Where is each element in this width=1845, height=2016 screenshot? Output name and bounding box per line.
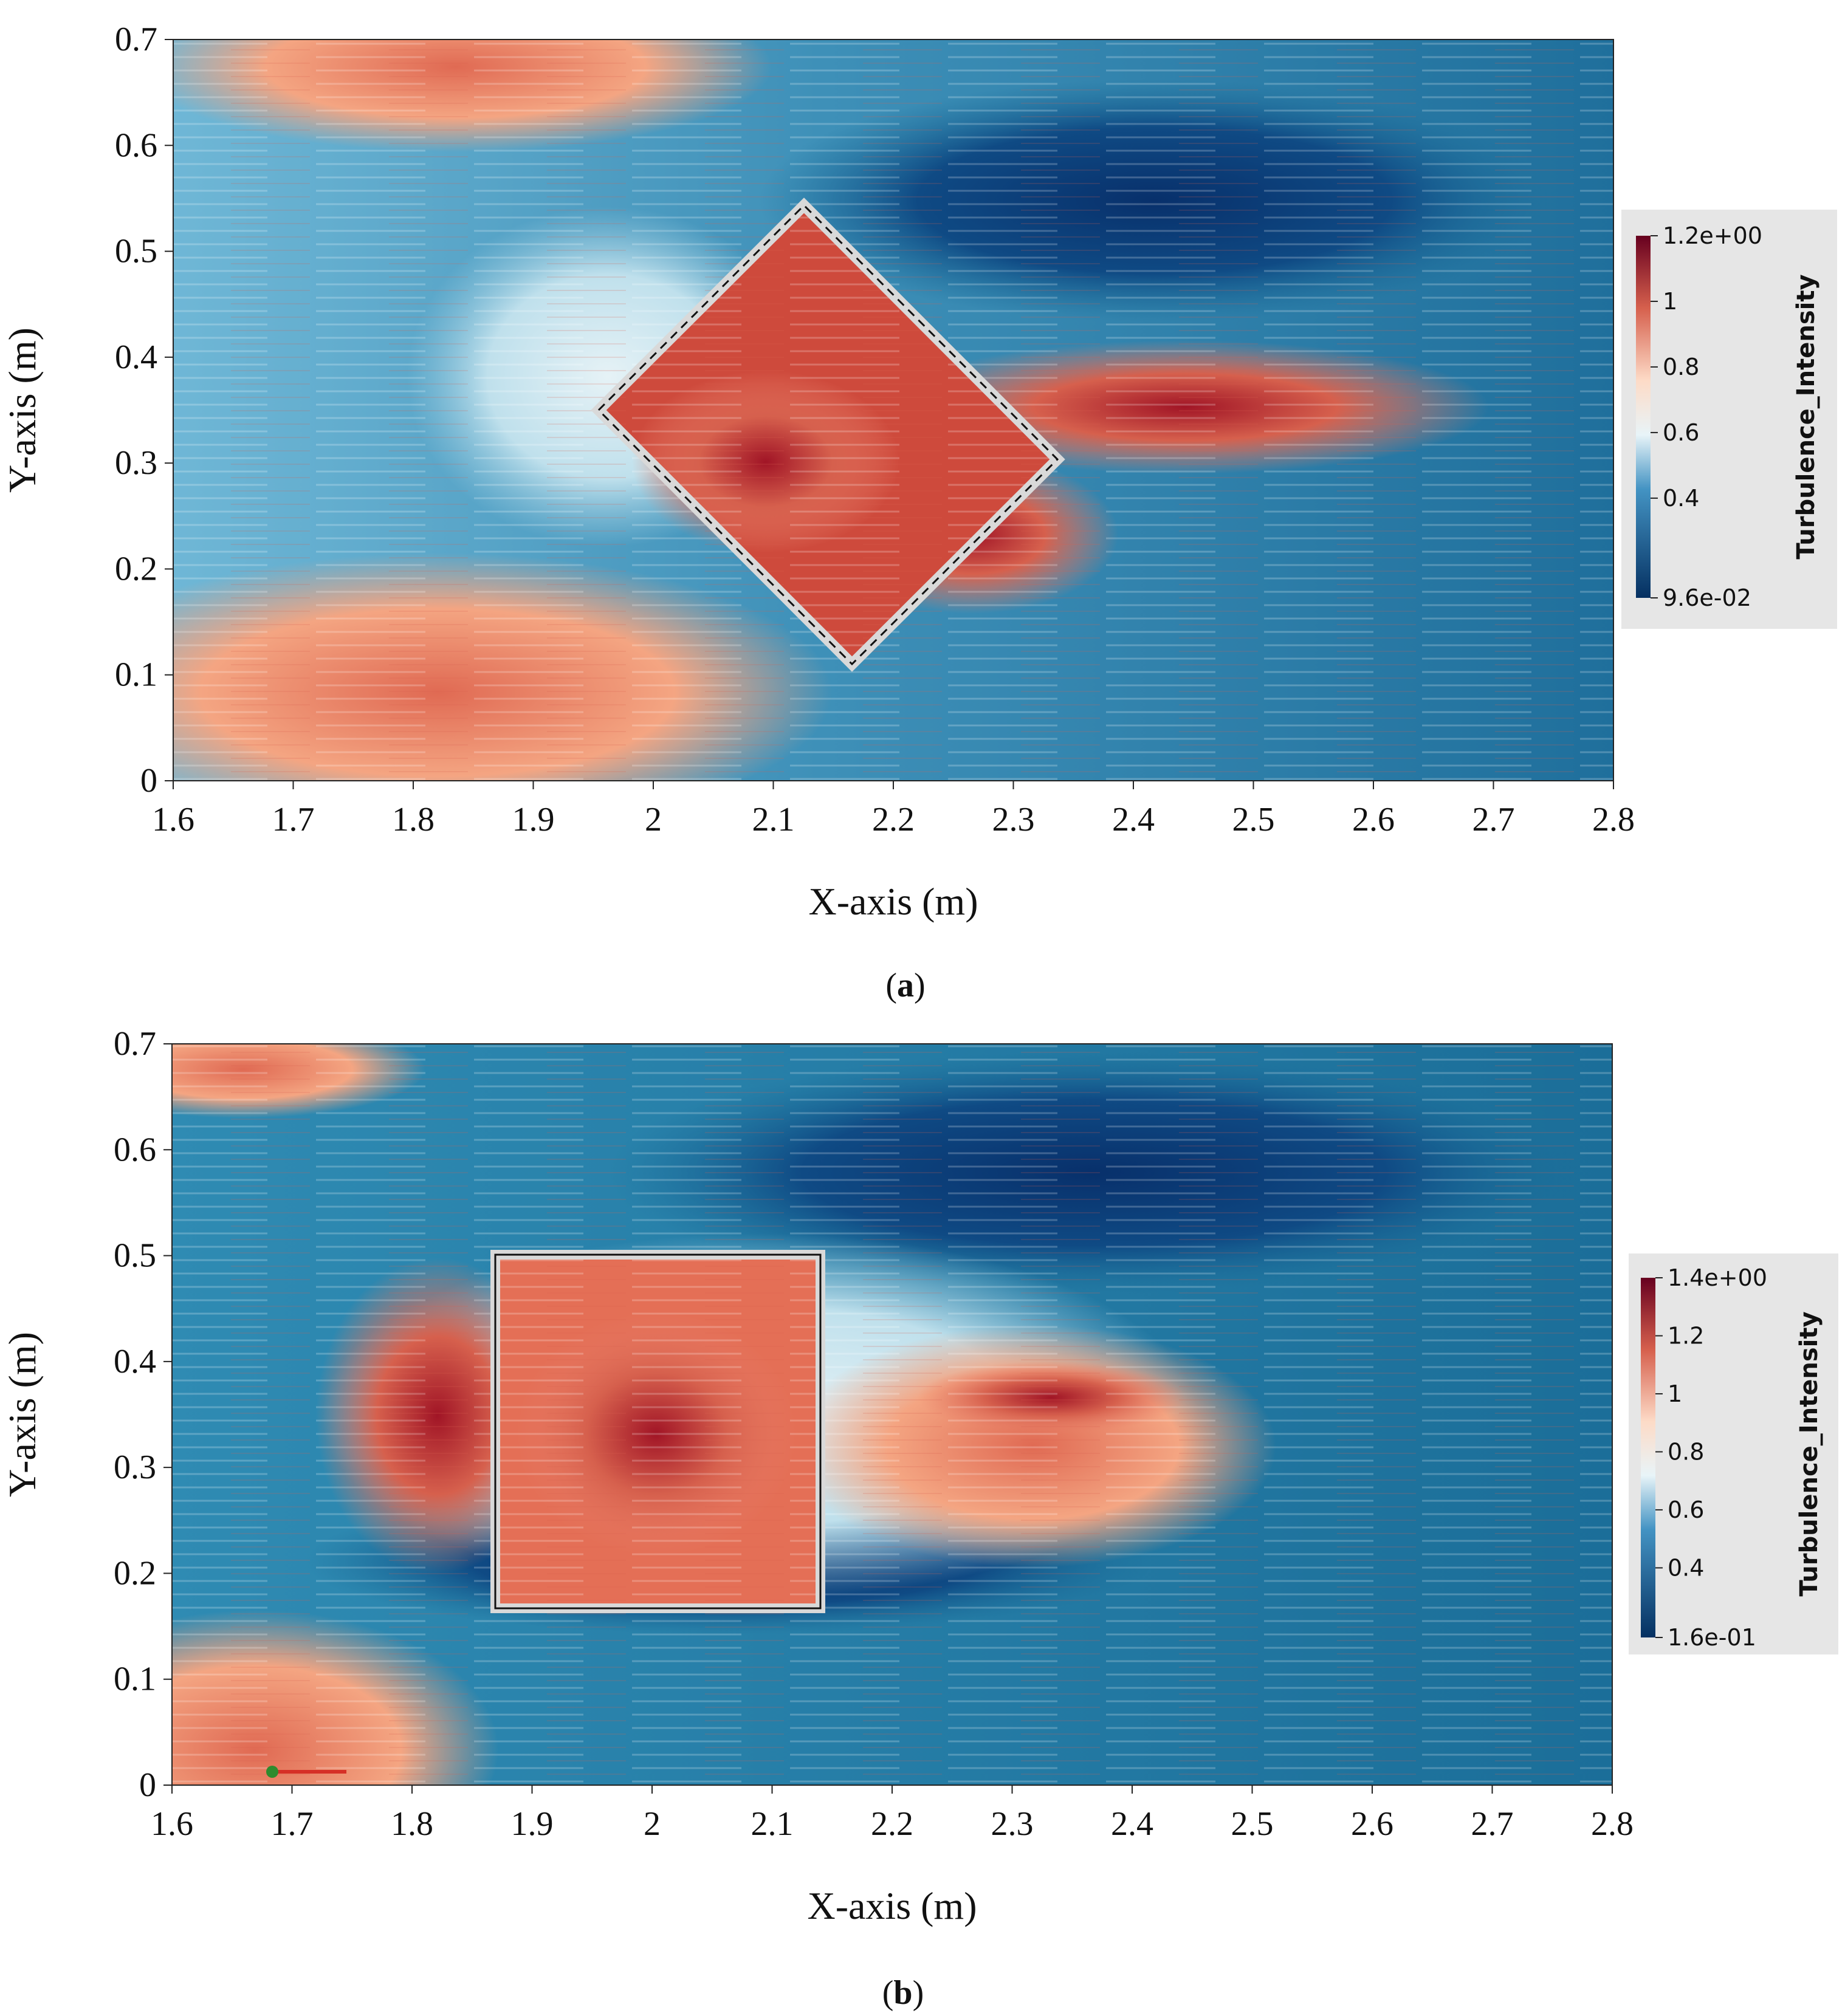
x-ticks-b: 1.6 1.7 1.8 1.9 2 2.1 2.2 2.3 2.4 2.5 2.6 2.7 2.8 (151, 1785, 1634, 1843)
colorbar-a: 1.2e+00 1 0.8 0.6 0.4 9.6e-02 Turbulence_Inte… (1621, 210, 1837, 629)
x-tick-label-a: 1.6 (152, 801, 194, 838)
colorbar-tick-label-a: 1.2e+00 (1663, 222, 1762, 249)
y-tick-label-b: 0.6 (114, 1131, 156, 1168)
x-axis-title-a: X-axis (m) (808, 880, 978, 923)
x-tick-label-a: 2.6 (1352, 801, 1395, 838)
colorbar-panel-b (1629, 1253, 1838, 1654)
x-tick-label-a: 1.7 (272, 801, 315, 838)
plot-area-a (173, 39, 1613, 781)
colorbar-ticks-b: 1.4e+00 1.2 1 0.8 0.6 0.4 1.6e-01 (1655, 1264, 1767, 1651)
x-tick-label-b: 1.6 (151, 1805, 193, 1843)
x-tick-label-b: 2.5 (1231, 1805, 1274, 1843)
x-tick-label-b: 2 (644, 1805, 661, 1843)
x-tick-label-b: 2.6 (1351, 1805, 1393, 1843)
y-tick-label-a: 0.4 (115, 338, 157, 376)
y-tick-label-a: 0.7 (115, 21, 157, 58)
colorbar-title-b: Turbulence_Intensity (1795, 1311, 1823, 1596)
x-tick-label-a: 2.4 (1112, 801, 1155, 838)
colorbar-tick-label-a: 1 (1663, 288, 1677, 315)
x-tick-label-a: 2.2 (872, 801, 915, 838)
x-tick-label-a: 1.9 (512, 801, 555, 838)
x-ticks-a: 1.6 1.7 1.8 1.9 2 2.1 2.2 2.3 2.4 2.5 2.6 2.7 2.8 (152, 781, 1635, 838)
panel-a: 1.6 1.7 1.8 1.9 2 2.1 2.2 2.3 2.4 2.5 2.6 2.7 2.8 00… (1, 21, 1837, 1004)
colorbar-tick-label-b: 1.6e-01 (1668, 1624, 1756, 1651)
colorbar-tick-label-b: 1 (1668, 1380, 1682, 1407)
streamlines-b (172, 1044, 1612, 1785)
structure-outline-a (597, 204, 1059, 666)
x-tick-label-b: 2.3 (991, 1805, 1034, 1843)
x-tick-label-b: 1.9 (511, 1805, 554, 1843)
y-tick-label-a: 0.1 (115, 656, 157, 694)
y-tick-label-b: 0 (139, 1766, 156, 1804)
colorbar-tick-label-b: 1.2 (1668, 1322, 1704, 1349)
colorbar-tick-label-a: 0.6 (1663, 419, 1699, 446)
panel-letter-a: a (897, 967, 914, 1004)
x-axis-title-b: X-axis (m) (807, 1884, 977, 1927)
y-tick-label-a: 0 (140, 762, 157, 800)
x-tick-label-a: 2.7 (1472, 801, 1515, 838)
x-tick-label-a: 1.8 (392, 801, 435, 838)
y-tick-label-a: 0.3 (115, 444, 157, 482)
panel-label-a: (a) (885, 967, 925, 1004)
colorbar-tick-label-b: 0.4 (1668, 1554, 1704, 1581)
x-tick-label-b: 1.8 (391, 1805, 433, 1843)
y-ticks-a: 0 0.1 0.2 0.3 0.4 0.5 0.6 0.7 (115, 21, 173, 800)
x-tick-label-a: 2.3 (992, 801, 1035, 838)
y-tick-label-b: 0.5 (114, 1237, 156, 1275)
x-tick-label-a: 2 (645, 801, 662, 838)
y-tick-label-b: 0.1 (114, 1661, 156, 1698)
y-ticks-b: 0 0.1 0.2 0.3 0.4 0.5 0.6 0.7 (114, 1025, 172, 1804)
streamlines-a (173, 39, 1613, 781)
colorbar-tick-label-b: 0.6 (1668, 1497, 1704, 1523)
colorbar-gradient-b (1641, 1278, 1655, 1637)
y-tick-label-b: 0.3 (114, 1449, 156, 1486)
colorbar-b: 1.4e+00 1.2 1 0.8 0.6 0.4 1.6e-01 Turbulence_I… (1629, 1253, 1838, 1654)
y-axis-title-a: Y-axis (m) (1, 327, 44, 493)
plot-area-b (172, 1044, 1612, 1785)
y-tick-label-a: 0.2 (115, 550, 157, 588)
x-tick-label-b: 2.1 (751, 1805, 794, 1843)
colorbar-tick-label-a: 0.8 (1663, 354, 1699, 380)
orientation-axis-origin (266, 1766, 278, 1778)
x-tick-label-a: 2.1 (752, 801, 795, 838)
x-tick-label-b: 1.7 (271, 1805, 314, 1843)
colorbar-ticks-a: 1.2e+00 1 0.8 0.6 0.4 9.6e-02 (1651, 222, 1762, 611)
colorbar-panel-a (1621, 210, 1837, 629)
x-tick-label-b: 2.7 (1471, 1805, 1514, 1843)
colorbar-tick-label-a: 9.6e-02 (1663, 585, 1751, 611)
panel-label-b: (b) (882, 1974, 924, 2012)
y-tick-label-b: 0.4 (114, 1343, 156, 1380)
colorbar-title-a: Turbulence_Intensity (1792, 274, 1820, 559)
y-tick-label-b: 0.2 (114, 1554, 156, 1592)
colorbar-tick-label-b: 1.4e+00 (1668, 1264, 1767, 1291)
panel-b: 1.6 1.7 1.8 1.9 2 2.1 2.2 2.3 2.4 2.5 2.6 2.7 2.8 00… (1, 1025, 1838, 2012)
y-tick-label-b: 0.7 (114, 1025, 156, 1063)
y-tick-label-a: 0.5 (115, 233, 157, 270)
colorbar-tick-label-a: 0.4 (1663, 485, 1699, 512)
colorbar-gradient-a (1636, 236, 1651, 598)
x-tick-label-b: 2.2 (871, 1805, 913, 1843)
y-axis-title-b: Y-axis (m) (1, 1332, 44, 1497)
colorbar-tick-label-b: 0.8 (1668, 1438, 1704, 1465)
panel-letter-b: b (893, 1974, 912, 2012)
x-tick-label-a: 2.5 (1232, 801, 1275, 838)
y-tick-label-a: 0.6 (115, 126, 157, 164)
x-tick-label-a: 2.8 (1592, 801, 1635, 838)
structure-outline-b (494, 1253, 822, 1610)
x-tick-label-b: 2.8 (1591, 1805, 1634, 1843)
x-tick-label-b: 2.4 (1111, 1805, 1153, 1843)
